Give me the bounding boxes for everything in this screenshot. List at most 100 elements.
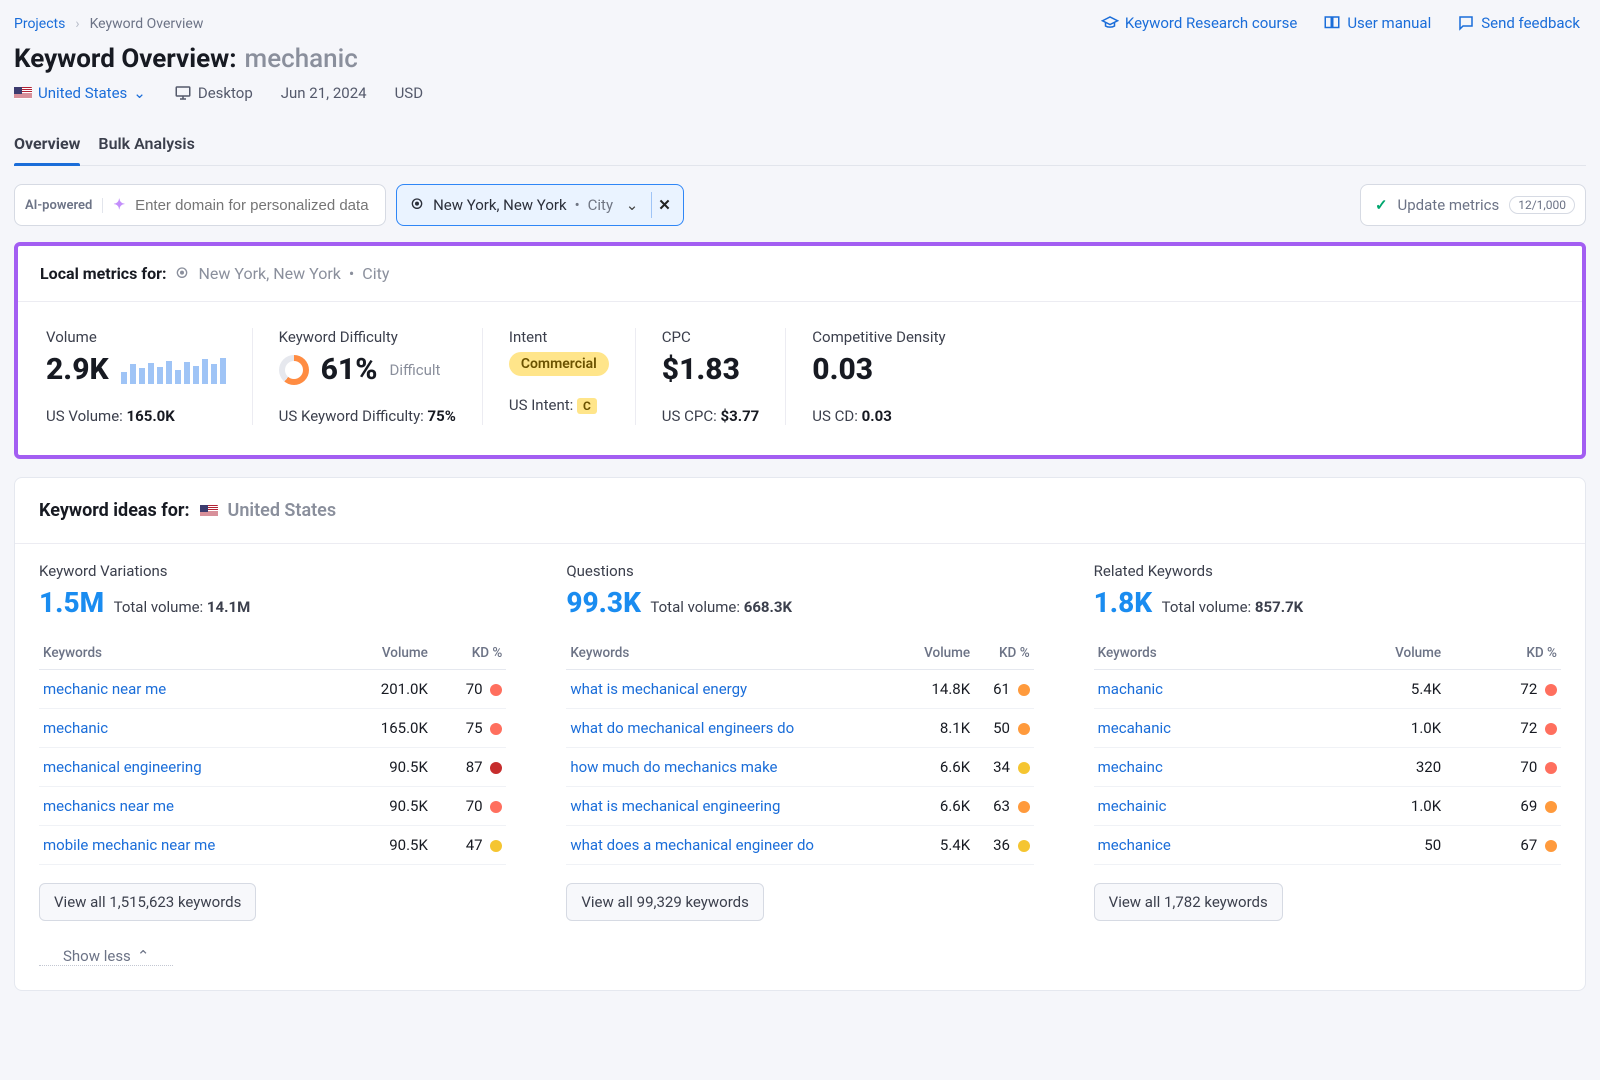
map-pin-icon [174,266,190,282]
metric-volume: Volume 2.9K US Volume: 165.0K [40,328,253,425]
table-row: mechanic 165.0K 75 [39,709,506,748]
breadcrumb-root[interactable]: Projects [14,16,65,32]
th-volume[interactable]: Volume [1305,637,1445,670]
metric-cpc: CPC $1.83 US CPC: $3.77 [636,328,787,425]
update-metrics-button[interactable]: ✓ Update metrics 12/1,000 [1360,184,1586,226]
table-row: mechainic 1.0K 69 [1094,787,1561,826]
keyword-link[interactable]: how much do mechanics make [570,758,777,776]
kd-value: 61% [321,352,378,387]
section-title: Questions [566,562,1033,580]
th-keywords[interactable]: Keywords [1094,637,1305,670]
keyword-link[interactable]: mechanic near me [43,680,166,698]
table-row: what is mechanical engineering 6.6K 63 [566,787,1033,826]
kd-cell: 67 [1445,826,1561,865]
keyword-link[interactable]: mecahanic [1098,719,1171,737]
kd-dot-icon [1545,684,1557,696]
link-course[interactable]: Keyword Research course [1101,14,1297,32]
th-volume[interactable]: Volume [340,637,432,670]
show-less-toggle[interactable]: Show less ⌃ [39,925,173,966]
top-links: Keyword Research course User manual Send… [1101,14,1580,32]
th-keywords[interactable]: Keywords [566,637,902,670]
location-filter-pill[interactable]: New York, New York • City ⌄ ✕ [396,184,684,226]
ai-powered-label: AI-powered [25,198,103,213]
kd-donut-icon [279,355,309,385]
kd-dot-icon [490,684,502,696]
kd-cell: 72 [1445,670,1561,709]
volume-cell: 6.6K [902,787,974,826]
local-loc-type: City [362,264,389,283]
tab-bulk-analysis[interactable]: Bulk Analysis [98,124,194,165]
table-row: what is mechanical energy 14.8K 61 [566,670,1033,709]
kd-cell: 50 [974,709,1034,748]
th-kd[interactable]: KD % [974,637,1034,670]
intent-badge: Commercial [509,352,609,376]
volume-cell: 90.5K [340,787,432,826]
keyword-link[interactable]: mechanic [43,719,108,737]
keyword-link[interactable]: mechanice [1098,836,1171,854]
kd-dot-icon [1018,762,1030,774]
kd-cell: 70 [1445,748,1561,787]
us-flag-icon [14,87,32,99]
keyword-table: Keywords Volume KD % machanic 5.4K 72 me… [1094,637,1561,865]
keyword-link[interactable]: mechanics near me [43,797,174,815]
table-row: machanic 5.4K 72 [1094,670,1561,709]
keyword-link[interactable]: mechanical engineering [43,758,202,776]
link-feedback[interactable]: Send feedback [1457,14,1580,32]
meta-row: United States ⌄ Desktop Jun 21, 2024 USD [14,84,1586,124]
kd-dot-icon [490,840,502,852]
kd-dot-icon [1018,801,1030,813]
th-keywords[interactable]: Keywords [39,637,340,670]
link-manual[interactable]: User manual [1323,14,1431,32]
volume-value: 2.9K [46,352,109,387]
keyword-link[interactable]: what is mechanical energy [570,680,747,698]
metric-intent: Intent Commercial US Intent: C [483,328,636,425]
kd-cell: 72 [1445,709,1561,748]
keyword-ideas-header: Keyword ideas for: United States [15,478,1585,544]
domain-input[interactable] [135,197,375,214]
location-selector[interactable]: United States ⌄ [14,84,146,102]
graduation-cap-icon [1101,14,1119,32]
section-title: Related Keywords [1094,562,1561,580]
tab-overview[interactable]: Overview [14,124,80,165]
chevron-down-icon: ⌄ [133,84,146,102]
keyword-link[interactable]: mechainic [1098,797,1167,815]
view-all-button[interactable]: View all 1,782 keywords [1094,883,1283,921]
table-row: mechainc 320 70 [1094,748,1561,787]
keyword-link[interactable]: machanic [1098,680,1163,698]
th-kd[interactable]: KD % [432,637,506,670]
table-row: how much do mechanics make 6.6K 34 [566,748,1033,787]
metric-kd: Keyword Difficulty 61% Difficult US Keyw… [253,328,483,425]
chevron-down-icon[interactable]: ⌄ [621,196,643,214]
volume-cell: 5.4K [1305,670,1445,709]
currency-label: USD [395,84,423,102]
clear-location-button[interactable]: ✕ [651,192,677,218]
th-volume[interactable]: Volume [902,637,974,670]
page-title-row: Keyword Overview: mechanic [14,42,1586,84]
table-row: mechanic near me 201.0K 70 [39,670,506,709]
date-label: Jun 21, 2024 [281,84,367,102]
device-selector[interactable]: Desktop [174,84,253,102]
kd-dot-icon [490,723,502,735]
filter-row: AI-powered ✦ New York, New York • City ⌄… [14,166,1586,242]
table-row: mechanical engineering 90.5K 87 [39,748,506,787]
kd-cell: 34 [974,748,1034,787]
keyword-link[interactable]: what do mechanical engineers do [570,719,794,737]
chevron-up-icon: ⌃ [137,947,150,965]
section-title: Keyword Variations [39,562,506,580]
tabs: Overview Bulk Analysis [14,124,1586,166]
volume-trend-bars [121,356,226,384]
keyword-link[interactable]: mobile mechanic near me [43,836,215,854]
th-kd[interactable]: KD % [1445,637,1561,670]
keyword-link[interactable]: what is mechanical engineering [570,797,780,815]
kd-dot-icon [1545,840,1557,852]
cpc-value: $1.83 [662,352,760,387]
location-filter-type: City [588,196,613,214]
view-all-button[interactable]: View all 1,515,623 keywords [39,883,256,921]
cd-value: 0.03 [812,352,945,387]
keyword-link[interactable]: mechainc [1098,758,1163,776]
volume-cell: 1.0K [1305,709,1445,748]
kd-dot-icon [1545,723,1557,735]
keyword-link[interactable]: what does a mechanical engineer do [570,836,814,854]
view-all-button[interactable]: View all 99,329 keywords [566,883,764,921]
volume-cell: 201.0K [340,670,432,709]
